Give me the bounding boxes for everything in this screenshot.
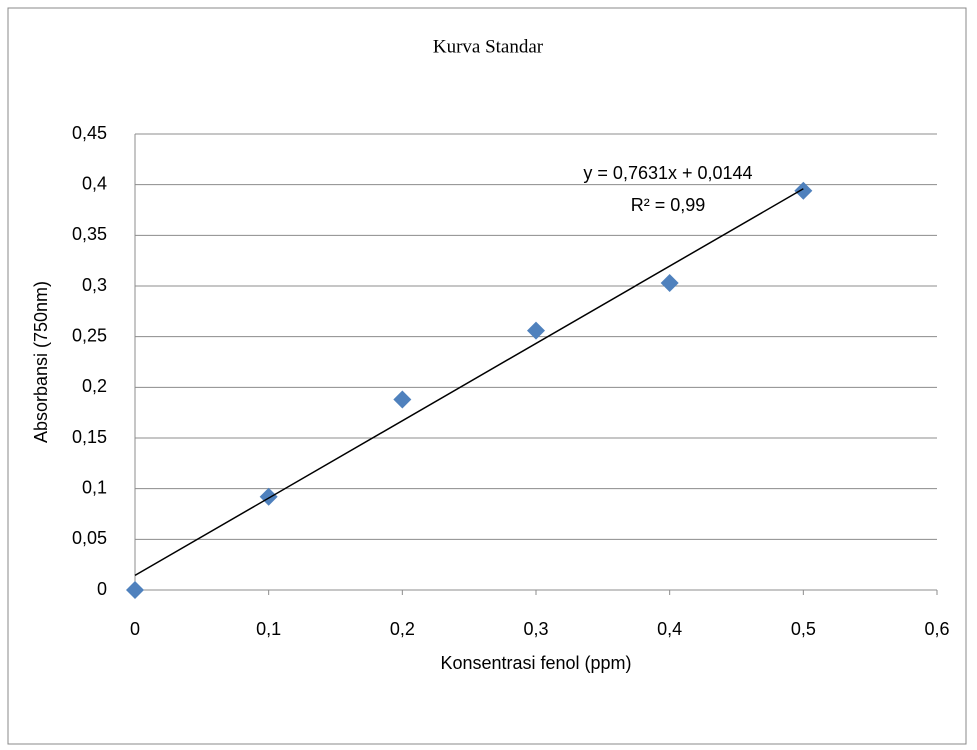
chart-title: Kurva Standar <box>433 36 544 57</box>
x-tick-label: 0,4 <box>657 619 682 639</box>
y-tick-label: 0,4 <box>82 173 107 193</box>
x-tick-label: 0,1 <box>256 619 281 639</box>
y-axis-title: Absorbansi (750nm) <box>31 281 51 443</box>
y-tick-label: 0,1 <box>82 477 107 497</box>
x-tick-label: 0,2 <box>390 619 415 639</box>
y-tick-label: 0,2 <box>82 376 107 396</box>
y-tick-label: 0,25 <box>72 325 107 345</box>
data-point <box>660 273 679 292</box>
y-tick-label: 0,05 <box>72 528 107 548</box>
x-tick-label: 0,6 <box>924 619 949 639</box>
data-point <box>126 581 144 599</box>
trendline-r-squared: R² = 0,99 <box>631 195 706 215</box>
chart-border <box>7 7 967 745</box>
trendline <box>134 188 804 577</box>
x-tick-label: 0,3 <box>523 619 548 639</box>
x-tick-label: 0,5 <box>791 619 816 639</box>
data-point <box>393 390 412 409</box>
x-axis-title: Konsentrasi fenol (ppm) <box>440 653 631 673</box>
data-point <box>527 321 545 340</box>
data-point <box>794 181 813 200</box>
y-tick-label: 0,15 <box>72 427 107 447</box>
y-tick-label: 0,45 <box>72 123 107 143</box>
trendline-equation: y = 0,7631x + 0,0144 <box>583 163 752 183</box>
x-tick-label: 0 <box>130 619 140 639</box>
y-tick-label: 0,3 <box>82 275 107 295</box>
y-tick-label: 0 <box>97 579 107 599</box>
y-tick-label: 0,35 <box>72 224 107 244</box>
